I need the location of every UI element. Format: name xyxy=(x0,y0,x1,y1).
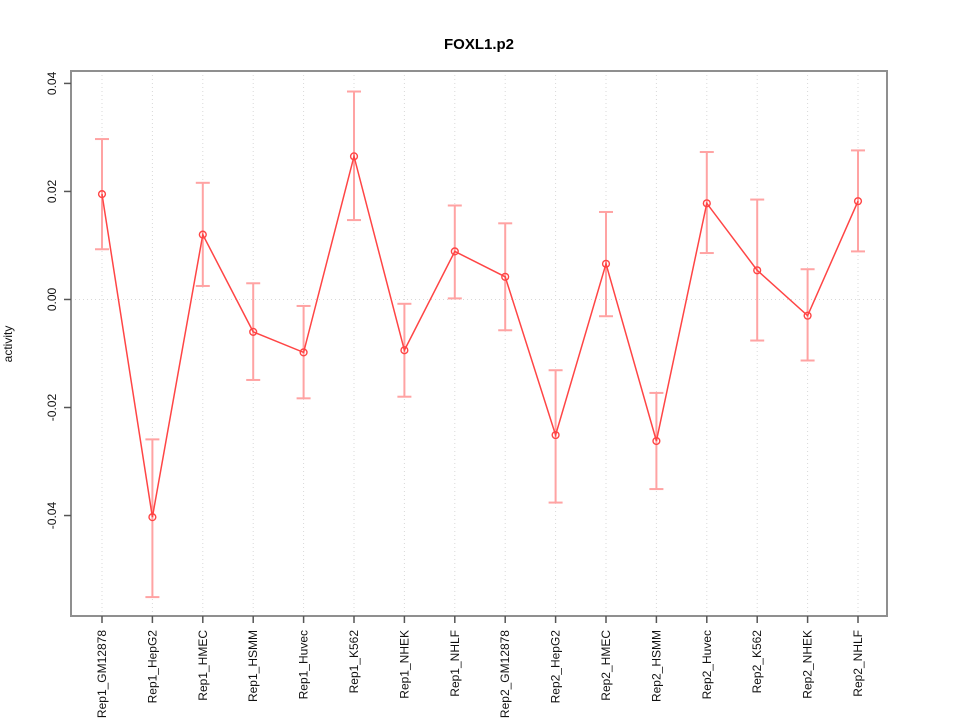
data-point xyxy=(551,430,560,440)
data-point xyxy=(148,513,157,522)
data-point xyxy=(299,348,308,357)
x-tick-label: Rep1_Huvec xyxy=(297,630,311,699)
series-line xyxy=(101,153,859,518)
x-tick-label: Rep1_K562 xyxy=(347,630,361,694)
data-point xyxy=(501,272,510,281)
data-point xyxy=(702,199,711,208)
y-tick-label: 0.04 xyxy=(45,71,59,95)
data-point xyxy=(601,259,611,268)
x-tick-label: Rep2_HepG2 xyxy=(549,630,563,704)
x-tick-label: Rep2_NHLF xyxy=(851,630,865,697)
x-tick-label: Rep1_HepG2 xyxy=(145,630,159,704)
x-tick-label: Rep2_NHEK xyxy=(801,630,815,699)
x-tick-label: Rep1_NHEK xyxy=(397,630,411,699)
x-tick-label: Rep1_HSMM xyxy=(246,630,260,702)
data-point xyxy=(349,152,359,161)
data-point xyxy=(652,436,661,446)
data-point xyxy=(198,230,207,239)
data-point xyxy=(249,327,258,336)
y-tick-label: 0.02 xyxy=(45,179,59,203)
data-point xyxy=(400,346,409,355)
x-tick-label: Rep2_GM12878 xyxy=(498,630,512,718)
plot-box xyxy=(70,70,888,617)
data-point xyxy=(450,247,459,256)
x-tick-label: Rep2_Huvec xyxy=(700,630,714,699)
x-tick-label: Rep2_HSMM xyxy=(649,630,663,702)
x-tick-label: Rep1_NHLF xyxy=(448,630,462,697)
x-tick-label: Rep1_GM12878 xyxy=(95,630,109,718)
data-point xyxy=(853,197,863,206)
x-tick-label: Rep2_K562 xyxy=(750,630,764,694)
data-point xyxy=(803,311,812,320)
data-point xyxy=(753,266,762,275)
chart-title: FOXL1.p2 xyxy=(443,36,514,53)
x-tick-label: Rep2_HMEC xyxy=(599,630,613,701)
x-tick-label: Rep1_HMEC xyxy=(196,630,210,701)
y-tick-label: 0.00 xyxy=(45,287,59,311)
y-tick-label: -0.04 xyxy=(45,502,59,530)
data-point xyxy=(97,190,107,199)
y-tick-label: -0.02 xyxy=(45,394,59,422)
